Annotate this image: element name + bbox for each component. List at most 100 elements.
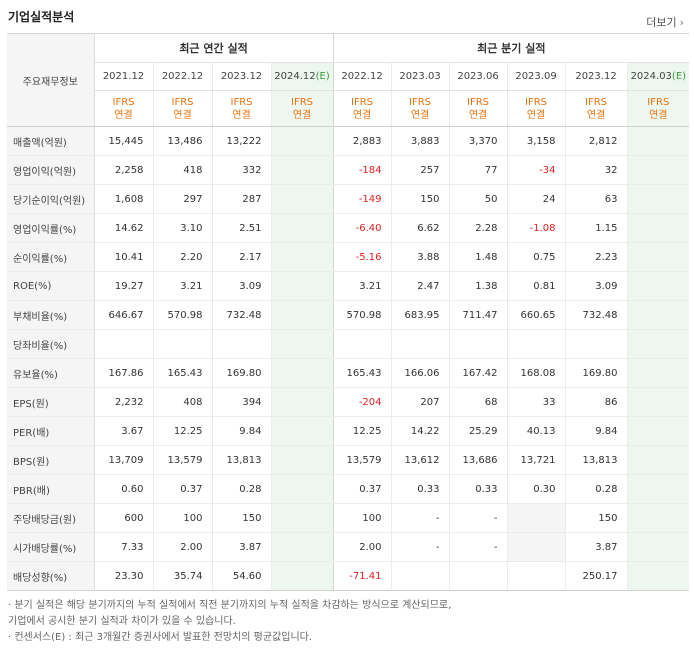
ifrs-header-row: IFRS 연결 IFRS 연결 IFRS 연결 IFRS 연결 IFRS 연결 IFRS 연결 IFRS…	[7, 90, 690, 127]
table-row: EPS(원) 2,232 408 394 -204 207 68 33 86	[7, 387, 690, 417]
table-cell: 287	[211, 184, 271, 214]
table-cell: -	[448, 503, 508, 533]
table-row: 순이익률(%) 10.41 2.20 2.17 -5.16 3.88 1.48 0.75 2.2…	[7, 242, 690, 272]
row-label: PBR(배)	[7, 474, 95, 504]
section-title: 기업실적분석	[8, 10, 75, 24]
period-header: 2023.12	[564, 62, 628, 91]
row-label: 유보율(%)	[7, 358, 95, 388]
table-cell: 2,258	[93, 155, 153, 185]
table-cell: 394	[211, 387, 271, 417]
table-cell: -5.16	[332, 242, 392, 272]
table-cell: 418	[152, 155, 212, 185]
period-label: 2023.12	[575, 71, 617, 82]
financial-table: 주요재무정보 최근 연간 실적 최근 분기 실적 2021.12 2022.12 2…	[7, 33, 690, 591]
table-cell: 13,813	[211, 445, 271, 475]
table-cell	[152, 329, 212, 359]
row-label: 영업이익(억원)	[7, 155, 95, 185]
table-cell: 3.67	[93, 416, 153, 446]
table-cell: -	[390, 532, 450, 562]
table-cell: 683.95	[390, 300, 450, 330]
table-cell: 25.29	[448, 416, 508, 446]
period-header: 2022.12	[152, 62, 212, 91]
table-cell: 1.15	[564, 213, 628, 243]
table-cell: 0.28	[564, 474, 628, 504]
row-label: 주당배당금(원)	[7, 503, 95, 533]
table-cell	[626, 474, 690, 504]
row-label: 매출액(억원)	[7, 126, 95, 156]
table-row: PBR(배) 0.60 0.37 0.28 0.37 0.33 0.33 0.30 0.28	[7, 474, 690, 504]
table-cell	[270, 387, 334, 417]
table-cell	[626, 184, 690, 214]
ifrs-header: IFRS 연결	[626, 90, 690, 127]
ifrs-label: IFRS	[112, 96, 135, 108]
table-cell: 165.43	[332, 358, 392, 388]
period-header: 2022.12	[332, 62, 392, 91]
table-cell: 408	[152, 387, 212, 417]
table-cell	[270, 532, 334, 562]
table-cell: 13,686	[448, 445, 508, 475]
table-cell: 13,222	[211, 126, 271, 156]
table-cell: 12.25	[332, 416, 392, 446]
table-cell: 2.23	[564, 242, 628, 272]
table-cell: 9.84	[211, 416, 271, 446]
more-link[interactable]: 더보기 ›	[646, 14, 684, 30]
footnote-line: 기업에서 공시한 분기 실적과 차이가 있을 수 있습니다.	[8, 616, 236, 627]
period-label: 2024.12	[274, 71, 316, 82]
table-cell	[448, 561, 508, 591]
table-cell	[626, 532, 690, 562]
row-label: 순이익률(%)	[7, 242, 95, 272]
table-cell: 600	[93, 503, 153, 533]
table-cell: 13,579	[152, 445, 212, 475]
row-label: 당좌비율(%)	[7, 329, 95, 359]
table-cell: 63	[564, 184, 628, 214]
period-header: 2023.12	[211, 62, 271, 91]
table-cell	[626, 271, 690, 301]
table-cell: 23.30	[93, 561, 153, 591]
table-cell: 10.41	[93, 242, 153, 272]
consolidated-label: 연결	[232, 109, 251, 121]
table-cell: 166.06	[390, 358, 450, 388]
table-cell: 12.25	[152, 416, 212, 446]
table-cell	[626, 416, 690, 446]
table-cell: 660.65	[506, 300, 566, 330]
table-cell: 2.00	[152, 532, 212, 562]
table-cell	[564, 329, 628, 359]
table-cell: -6.40	[332, 213, 392, 243]
table-cell: -204	[332, 387, 392, 417]
table-cell: 0.60	[93, 474, 153, 504]
table-cell: 32	[564, 155, 628, 185]
table-cell: 77	[448, 155, 508, 185]
table-cell: 3.87	[564, 532, 628, 562]
table-cell	[626, 358, 690, 388]
table-cell: 570.98	[152, 300, 212, 330]
table-cell: 257	[390, 155, 450, 185]
table-cell: 3,158	[506, 126, 566, 156]
table-cell: 100	[332, 503, 392, 533]
consolidated-label: 연결	[292, 109, 312, 121]
table-cell	[626, 445, 690, 475]
table-cell: 24	[506, 184, 566, 214]
table-cell: 167.42	[448, 358, 508, 388]
row-label: 영업이익률(%)	[7, 213, 95, 243]
table-row: 주당배당금(원) 600 100 150 100- -150	[7, 503, 690, 533]
table-cell: 35.74	[152, 561, 212, 591]
table-cell: 1,608	[93, 184, 153, 214]
table-cell: 250.17	[564, 561, 628, 591]
row-label: 시가배당률(%)	[7, 532, 95, 562]
ifrs-label: IFRS	[467, 96, 490, 108]
period-label: 2021.12	[102, 71, 145, 82]
table-cell: -	[448, 532, 508, 562]
ifrs-label: IFRS	[351, 96, 374, 108]
table-cell: 169.80	[564, 358, 628, 388]
table-cell	[270, 358, 334, 388]
chevron-right-icon: ›	[679, 16, 684, 29]
estimate-mark: (E)	[315, 71, 330, 82]
table-cell: 168.08	[506, 358, 566, 388]
more-label: 더보기	[646, 16, 677, 29]
ifrs-header: IFRS 연결	[93, 90, 153, 127]
ifrs-label: IFRS	[291, 96, 313, 108]
table-cell: 167.86	[93, 358, 153, 388]
table-cell: 68	[448, 387, 508, 417]
table-cell	[390, 561, 450, 591]
table-cell: 13,813	[564, 445, 628, 475]
